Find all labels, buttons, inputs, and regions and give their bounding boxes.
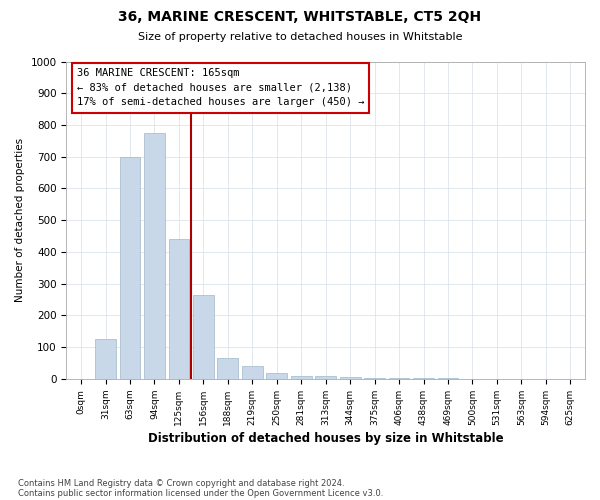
Text: Contains HM Land Registry data © Crown copyright and database right 2024.: Contains HM Land Registry data © Crown c… — [18, 478, 344, 488]
Y-axis label: Number of detached properties: Number of detached properties — [15, 138, 25, 302]
Bar — [316, 376, 336, 379]
X-axis label: Distribution of detached houses by size in Whitstable: Distribution of detached houses by size … — [148, 432, 503, 445]
Bar — [119, 156, 140, 379]
Bar — [437, 378, 458, 379]
Text: Size of property relative to detached houses in Whitstable: Size of property relative to detached ho… — [138, 32, 462, 42]
Bar — [169, 240, 190, 379]
Bar — [95, 340, 116, 379]
Bar — [193, 295, 214, 379]
Bar — [389, 378, 409, 379]
Bar — [242, 366, 263, 379]
Bar — [413, 378, 434, 379]
Text: 36, MARINE CRESCENT, WHITSTABLE, CT5 2QH: 36, MARINE CRESCENT, WHITSTABLE, CT5 2QH — [118, 10, 482, 24]
Text: Contains public sector information licensed under the Open Government Licence v3: Contains public sector information licen… — [18, 488, 383, 498]
Bar — [144, 133, 165, 379]
Text: 36 MARINE CRESCENT: 165sqm
← 83% of detached houses are smaller (2,138)
17% of s: 36 MARINE CRESCENT: 165sqm ← 83% of deta… — [77, 68, 364, 108]
Bar — [340, 378, 361, 379]
Bar — [364, 378, 385, 379]
Bar — [266, 372, 287, 379]
Bar — [291, 376, 311, 379]
Bar — [217, 358, 238, 379]
